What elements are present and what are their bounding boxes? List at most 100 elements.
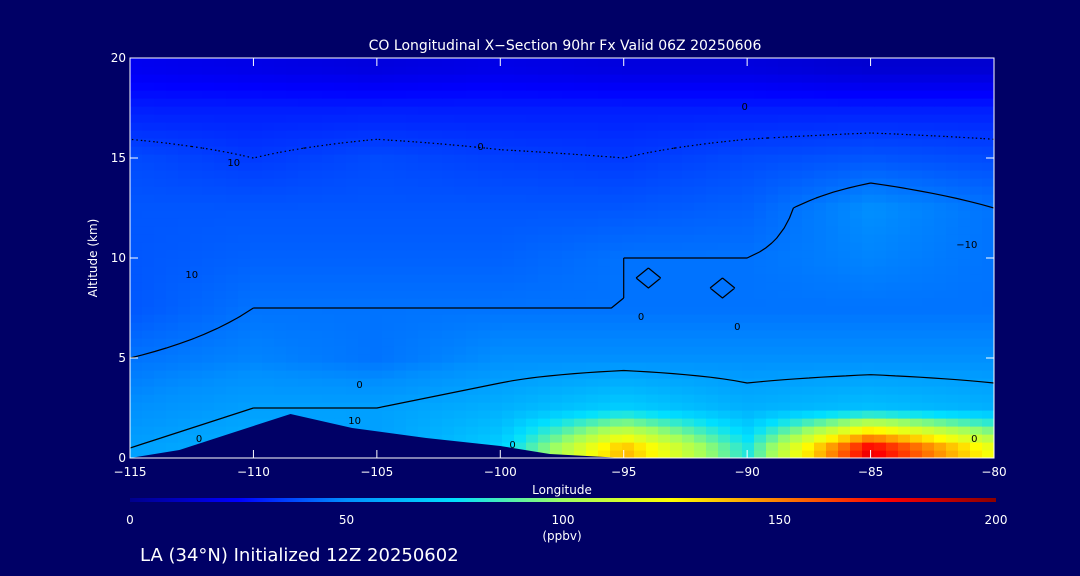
heatmap-cell [238,138,251,147]
heatmap-cell [658,170,671,179]
heatmap-cell [226,378,239,387]
heatmap-cell [658,114,671,123]
heatmap-cell [250,274,263,283]
heatmap-cell [394,306,407,315]
heatmap-cell [778,98,791,107]
heatmap-cell [586,114,599,123]
heatmap-cell [178,402,191,411]
heatmap-cell [382,370,395,379]
heatmap-cell [346,346,359,355]
heatmap-cell [634,178,647,187]
heatmap-cell [406,146,419,155]
heatmap-cell [550,154,563,163]
heatmap-cell [190,106,203,115]
heatmap-cell [742,282,755,291]
heatmap-cell [610,114,623,123]
heatmap-cell [262,66,275,75]
heatmap-cell [190,194,203,203]
heatmap-cell [190,58,203,67]
heatmap-cell [346,394,359,403]
heatmap-cell [910,194,923,203]
heatmap-cell [478,378,491,387]
heatmap-cell [418,226,431,235]
heatmap-cell [478,314,491,323]
heatmap-cell [850,274,863,283]
heatmap-cell [214,362,227,371]
heatmap-cell [874,290,887,299]
heatmap-cell [238,186,251,195]
heatmap-cell [346,202,359,211]
heatmap-cell [526,330,539,339]
heatmap-cell [310,194,323,203]
heatmap-cell [178,250,191,259]
heatmap-cell [526,274,539,283]
heatmap-cell [634,282,647,291]
heatmap-cell [454,362,467,371]
heatmap-cell [850,378,863,387]
heatmap-cell [562,250,575,259]
heatmap-cell [454,426,467,435]
heatmap-cell [874,386,887,395]
heatmap-cell [418,234,431,243]
heatmap-cell [598,66,611,75]
heatmap-cell [718,442,731,451]
heatmap-cell [298,410,311,419]
heatmap-cell [814,202,827,211]
heatmap-cell [766,58,779,67]
heatmap-cell [706,106,719,115]
heatmap-cell [394,202,407,211]
heatmap-cell [766,218,779,227]
heatmap-cell [274,130,287,139]
heatmap-cell [766,314,779,323]
heatmap-cell [946,266,959,275]
heatmap-cell [274,138,287,147]
heatmap-cell [934,58,947,67]
heatmap-cell [490,106,503,115]
heatmap-cell [454,66,467,75]
heatmap-cell [406,130,419,139]
heatmap-cell [166,162,179,171]
heatmap-cell [694,378,707,387]
heatmap-cell [274,58,287,67]
heatmap-cell [130,346,143,355]
heatmap-cell [814,170,827,179]
heatmap-cell [766,322,779,331]
heatmap-cell [886,322,899,331]
heatmap-cell [610,226,623,235]
heatmap-cell [334,74,347,83]
heatmap-cell [838,146,851,155]
heatmap-cell [646,74,659,83]
heatmap-cell [346,410,359,419]
heatmap-cell [178,378,191,387]
heatmap-cell [382,402,395,411]
heatmap-cell [766,146,779,155]
heatmap-cell [898,442,911,451]
heatmap-cell [574,202,587,211]
heatmap-cell [574,114,587,123]
heatmap-cell [970,314,983,323]
heatmap-cell [130,210,143,219]
heatmap-cell [958,298,971,307]
heatmap-cell [754,450,767,458]
heatmap-cell [742,410,755,419]
heatmap-cell [970,114,983,123]
heatmap-cell [922,98,935,107]
heatmap-cell [802,82,815,91]
heatmap-cell [274,250,287,259]
heatmap-cell [562,306,575,315]
heatmap-cell [814,354,827,363]
heatmap-cell [946,194,959,203]
heatmap-cell [406,90,419,99]
heatmap-cell [946,154,959,163]
heatmap-cell [742,298,755,307]
heatmap-cell [130,410,143,419]
heatmap-cell [526,378,539,387]
heatmap-cell [322,58,335,67]
heatmap-cell [910,90,923,99]
heatmap-cell [442,258,455,267]
heatmap-cell [238,194,251,203]
heatmap-cell [178,138,191,147]
heatmap-cell [262,370,275,379]
heatmap-cell [730,130,743,139]
heatmap-cell [958,98,971,107]
